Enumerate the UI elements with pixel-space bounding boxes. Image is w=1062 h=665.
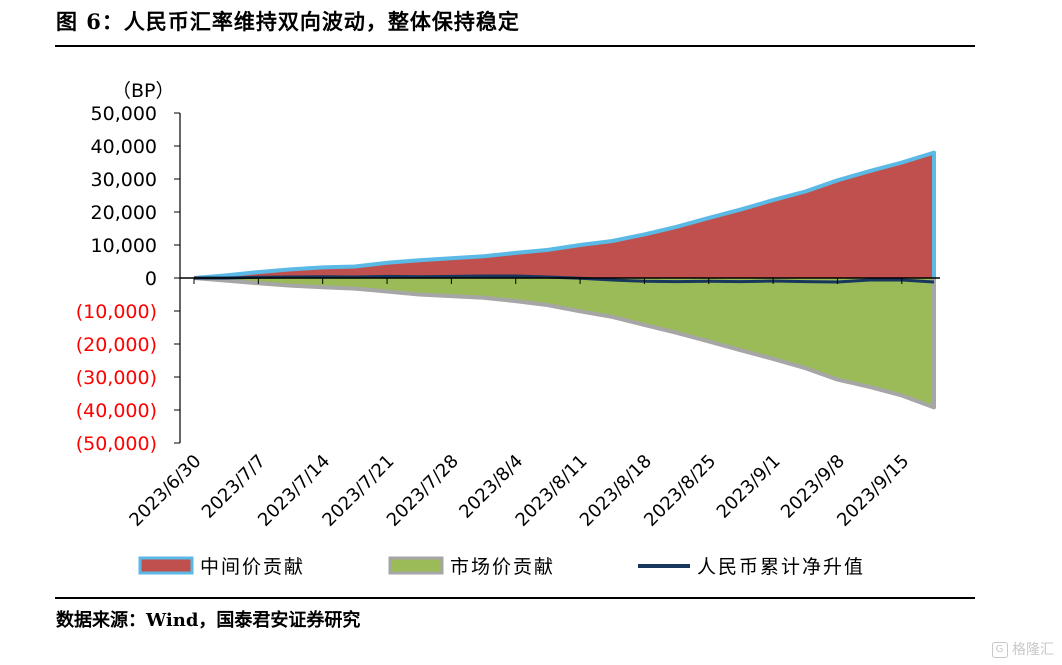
y-tick-label: (10,000) (76, 301, 157, 323)
y-tick-label: (20,000) (76, 334, 157, 356)
watermark: G 格隆汇 (991, 639, 1054, 659)
legend-label-market: 市场价贡献 (450, 556, 555, 578)
y-tick-label: 0 (145, 268, 157, 290)
legend-label-rmb: 人民币累计净升值 (697, 556, 865, 578)
y-tick-label: (50,000) (76, 433, 157, 455)
y-tick-label: 40,000 (91, 136, 157, 158)
source-note: 数据来源：Wind，国泰君安证券研究 (56, 610, 361, 631)
market-contribution-area (194, 278, 934, 408)
legend-swatch-mid (138, 556, 194, 575)
bottom-rule (55, 597, 975, 599)
series-group (193, 150, 936, 410)
watermark-logo-icon: G (991, 642, 1008, 658)
y-unit-label: （BP） (112, 80, 175, 102)
legend-label-mid: 中间价贡献 (200, 556, 305, 578)
y-tick-label: (40,000) (76, 400, 157, 422)
y-tick-label: 30,000 (91, 169, 157, 191)
y-tick-label: 10,000 (91, 235, 157, 257)
y-axis-ticks: 50,000 40,000 30,000 20,000 10,000 0 (10,000) (… (76, 103, 180, 455)
y-tick-label: 50,000 (91, 103, 157, 125)
chart: （BP） 50,000 40,000 30,000 20,000 10,000 0 (10,… (76, 80, 940, 578)
figure-title: 图 6：人民币汇率维持双向波动，整体保持稳定 (56, 9, 520, 34)
mid-contribution-area (194, 152, 934, 278)
x-tick-label: 2023/9/1 (713, 451, 785, 523)
y-tick-label: 20,000 (91, 202, 157, 224)
legend: 中间价贡献 市场价贡献 人民币累计净升值 (138, 556, 865, 578)
top-rule (55, 45, 975, 47)
legend-swatch-market (388, 556, 444, 575)
mid-contribution-edge (193, 150, 936, 280)
market-contribution-edge (193, 276, 936, 410)
watermark-text: 格隆汇 (1012, 642, 1054, 658)
x-tick-label: 2023/6/30 (125, 451, 205, 531)
y-tick-label: (30,000) (76, 367, 157, 389)
